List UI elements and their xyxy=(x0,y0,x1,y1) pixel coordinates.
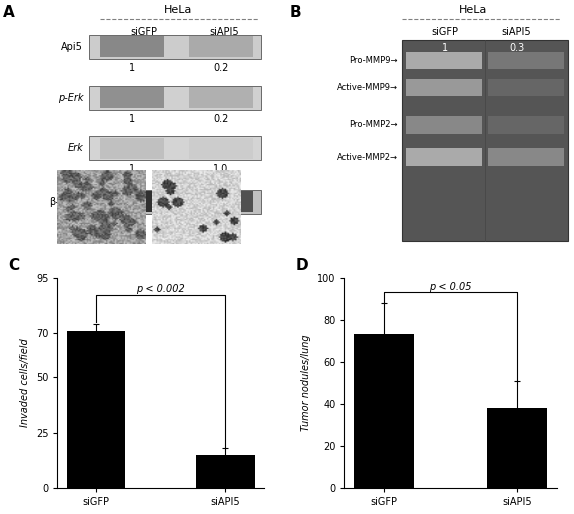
Text: 1.0: 1.0 xyxy=(214,218,228,228)
Text: HeLa: HeLa xyxy=(164,5,192,15)
Text: siGFP: siGFP xyxy=(431,27,459,36)
Y-axis label: Invaded cells/field: Invaded cells/field xyxy=(20,339,30,427)
Bar xyxy=(402,40,568,241)
Bar xyxy=(89,190,261,214)
Text: HeLa: HeLa xyxy=(459,5,488,15)
Bar xyxy=(488,116,564,134)
Y-axis label: Tumor nodules/lung: Tumor nodules/lung xyxy=(301,335,312,431)
Bar xyxy=(89,85,261,109)
Bar xyxy=(189,36,253,58)
Text: siAPI5: siAPI5 xyxy=(209,27,239,36)
Bar xyxy=(406,116,482,134)
Text: 1: 1 xyxy=(442,43,448,53)
Bar xyxy=(189,87,253,108)
Text: 1: 1 xyxy=(129,218,135,228)
Text: C: C xyxy=(9,258,20,273)
Text: p-Erk: p-Erk xyxy=(58,93,83,103)
Bar xyxy=(100,191,164,212)
Text: Pro-MMP2→: Pro-MMP2→ xyxy=(349,120,397,130)
Text: Erk: Erk xyxy=(68,143,83,153)
Text: p < 0.05: p < 0.05 xyxy=(429,282,472,291)
Text: Pro-MMP9→: Pro-MMP9→ xyxy=(349,57,397,65)
Bar xyxy=(67,331,125,488)
Text: 0.3: 0.3 xyxy=(509,43,524,53)
Bar xyxy=(100,36,164,58)
Bar xyxy=(354,335,414,488)
Bar xyxy=(89,35,261,59)
Bar xyxy=(189,191,253,212)
Text: A: A xyxy=(3,5,14,21)
Bar xyxy=(406,52,482,69)
Text: Api5: Api5 xyxy=(61,42,83,52)
Text: 1: 1 xyxy=(129,114,135,123)
Text: D: D xyxy=(296,258,308,273)
Text: Active-MMP2→: Active-MMP2→ xyxy=(336,153,397,161)
Bar xyxy=(100,87,164,108)
Bar xyxy=(196,455,255,488)
Bar xyxy=(89,136,261,160)
Bar xyxy=(487,408,547,488)
Bar xyxy=(406,149,482,166)
Text: p < 0.002: p < 0.002 xyxy=(137,284,185,294)
Bar xyxy=(406,79,482,96)
Text: siAPI5: siAPI5 xyxy=(502,27,532,36)
Bar xyxy=(189,138,253,159)
Bar xyxy=(488,79,564,96)
Bar xyxy=(488,52,564,69)
Text: Active-MMP9→: Active-MMP9→ xyxy=(336,83,397,92)
Text: β-actin: β-actin xyxy=(49,197,83,207)
Text: B: B xyxy=(290,5,301,21)
Text: 0.2: 0.2 xyxy=(214,114,228,123)
Bar xyxy=(488,149,564,166)
Text: 0.2: 0.2 xyxy=(214,63,228,73)
Text: siGFP: siGFP xyxy=(130,27,157,36)
Text: 1: 1 xyxy=(129,164,135,174)
Text: 1: 1 xyxy=(129,63,135,73)
Bar xyxy=(100,138,164,159)
Text: 1.0: 1.0 xyxy=(214,164,228,174)
